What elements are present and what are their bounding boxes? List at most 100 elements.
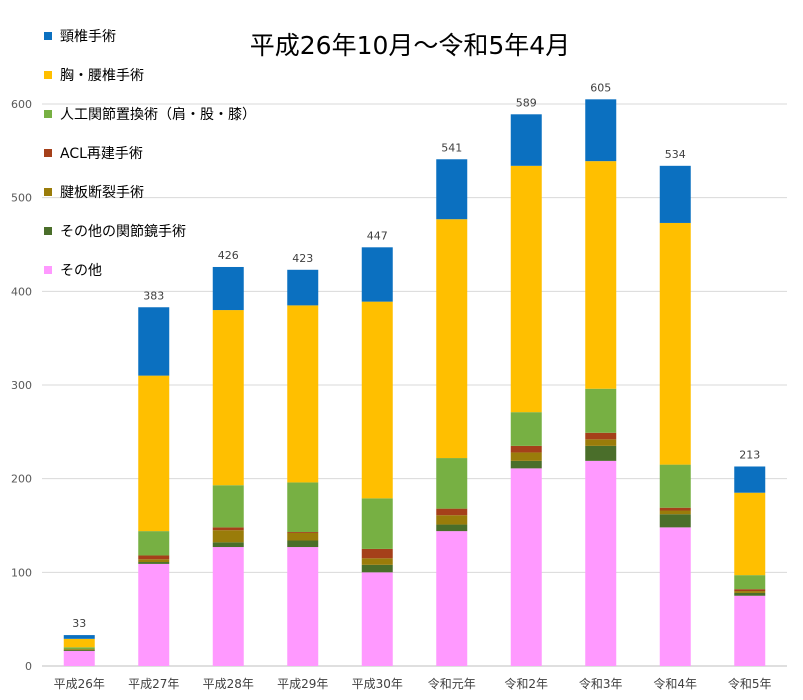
- total-label-0: 33: [72, 617, 86, 630]
- legend-item-arthroplasty: 人工関節置換術（肩・股・膝）: [44, 104, 256, 124]
- legend-label-rotator-cuff: 腱板断裂手術: [60, 185, 144, 201]
- bar-segment-9-s3: [734, 589, 766, 592]
- legend-item-other-arthroscopy: その他の関節鏡手術: [44, 221, 186, 241]
- bar-segment-1-s5: [138, 375, 170, 532]
- bar-segment-1-s2: [138, 559, 170, 563]
- bar-segment-1-s6: [138, 307, 170, 376]
- total-label-5: 541: [441, 141, 462, 154]
- bar-segment-0-s2: [63, 649, 95, 651]
- bar-segment-2-s5: [212, 310, 244, 486]
- legend-label-arthroplasty: 人工関節置換術（肩・股・膝）: [60, 107, 256, 123]
- bar-segment-6-s3: [510, 445, 542, 453]
- legend-item-other: その他: [44, 260, 102, 280]
- total-label-4: 447: [367, 229, 388, 242]
- x-tick-label-4: 平成30年: [352, 677, 403, 691]
- bar-segment-3-s5: [287, 305, 319, 483]
- legend-swatch-cervical: [44, 32, 52, 40]
- bar-segment-1-s1: [138, 562, 170, 564]
- legend-swatch-other: [44, 266, 52, 274]
- bar-segment-3-s2: [287, 532, 319, 541]
- legend-item-rotator-cuff: 腱板断裂手術: [44, 182, 144, 202]
- x-tick-label-5: 令和元年: [428, 676, 476, 691]
- bar-segment-5-s0: [436, 531, 468, 666]
- chart-title: 平成26年10月～令和5年4月: [249, 31, 571, 60]
- bar-segment-4-s6: [361, 247, 393, 302]
- y-tick-label-0: 0: [25, 660, 32, 673]
- bar-segment-1-s0: [138, 563, 170, 666]
- bar-segment-6-s4: [510, 412, 542, 446]
- bar-segment-7-s6: [585, 99, 617, 162]
- legend-label-other: その他: [60, 263, 102, 279]
- bar-segment-9-s1: [734, 592, 766, 596]
- bar-segment-5-s5: [436, 219, 468, 459]
- x-tick-label-2: 平成28年: [203, 677, 254, 691]
- bar-segment-5-s3: [436, 508, 468, 516]
- y-tick-label-600: 600: [11, 98, 32, 111]
- bar-segment-7-s5: [585, 161, 617, 389]
- bar-segment-4-s2: [361, 558, 393, 565]
- legend-label-thoracolumbar: 胸・腰椎手術: [60, 68, 144, 84]
- total-label-2: 426: [218, 249, 239, 262]
- bar-segment-0-s0: [63, 651, 95, 666]
- bar-segment-8-s6: [659, 165, 691, 223]
- bar-segment-6-s6: [510, 114, 542, 166]
- bar-segment-0-s1: [63, 650, 95, 652]
- legend-swatch-acl: [44, 149, 52, 157]
- legend-swatch-other-arthroscopy: [44, 227, 52, 235]
- x-tick-label-1: 平成27年: [128, 677, 179, 691]
- bar-segment-9-s4: [734, 575, 766, 590]
- bar-segment-4-s3: [361, 548, 393, 559]
- total-label-6: 589: [516, 96, 537, 109]
- y-tick-label-400: 400: [11, 285, 32, 298]
- bar-segment-0-s6: [63, 635, 95, 639]
- y-tick-label-500: 500: [11, 192, 32, 205]
- legend-item-thoracolumbar: 胸・腰椎手術: [44, 65, 144, 85]
- bar-segment-0-s4: [63, 647, 95, 650]
- bar-segment-8-s2: [659, 510, 691, 515]
- x-tick-label-3: 平成29年: [277, 677, 328, 691]
- bar-segment-7-s1: [585, 445, 617, 461]
- bar-segment-6-s0: [510, 468, 542, 666]
- bar-segment-1-s4: [138, 531, 170, 556]
- x-tick-label-0: 平成26年: [54, 677, 105, 691]
- bar-segment-2-s0: [212, 547, 244, 666]
- bar-segment-2-s1: [212, 542, 244, 548]
- bar-segment-9-s2: [734, 591, 766, 593]
- bar-segment-8-s0: [659, 527, 691, 666]
- bar-segment-3-s4: [287, 482, 319, 533]
- bar-segment-5-s4: [436, 458, 468, 509]
- bar-segment-1-s3: [138, 555, 170, 560]
- legend-item-acl: ACL再建手術: [44, 143, 143, 163]
- bar-segment-9-s0: [734, 595, 766, 666]
- bar-segment-8-s3: [659, 507, 691, 511]
- bar-segment-3-s0: [287, 547, 319, 666]
- bar-segment-5-s6: [436, 159, 468, 220]
- x-tick-label-9: 令和5年: [728, 676, 772, 691]
- bar-segment-5-s2: [436, 515, 468, 525]
- total-label-3: 423: [292, 252, 313, 265]
- legend-swatch-rotator-cuff: [44, 188, 52, 196]
- bar-segment-3-s1: [287, 540, 319, 548]
- bar-segment-8-s5: [659, 222, 691, 465]
- bar-segment-6-s2: [510, 452, 542, 461]
- total-label-7: 605: [590, 81, 611, 94]
- bar-segment-4-s4: [361, 498, 393, 549]
- bar-segment-4-s5: [361, 301, 393, 499]
- bar-segment-9-s6: [734, 466, 766, 493]
- bar-segment-0-s5: [63, 638, 95, 648]
- y-tick-label-300: 300: [11, 379, 32, 392]
- bar-segment-9-s5: [734, 492, 766, 576]
- total-label-1: 383: [143, 289, 164, 302]
- bar-segment-2-s3: [212, 527, 244, 531]
- bar-segment-7-s0: [585, 460, 617, 666]
- bar-segment-3-s6: [287, 269, 319, 306]
- bar-segment-2-s2: [212, 530, 244, 543]
- legend-item-cervical: 頸椎手術: [44, 26, 116, 46]
- bar-segment-3-s3: [287, 532, 319, 533]
- bar-segment-7-s4: [585, 388, 617, 433]
- legend-swatch-arthroplasty: [44, 110, 52, 118]
- bar-segment-8-s4: [659, 464, 691, 508]
- bar-segment-4-s0: [361, 572, 393, 666]
